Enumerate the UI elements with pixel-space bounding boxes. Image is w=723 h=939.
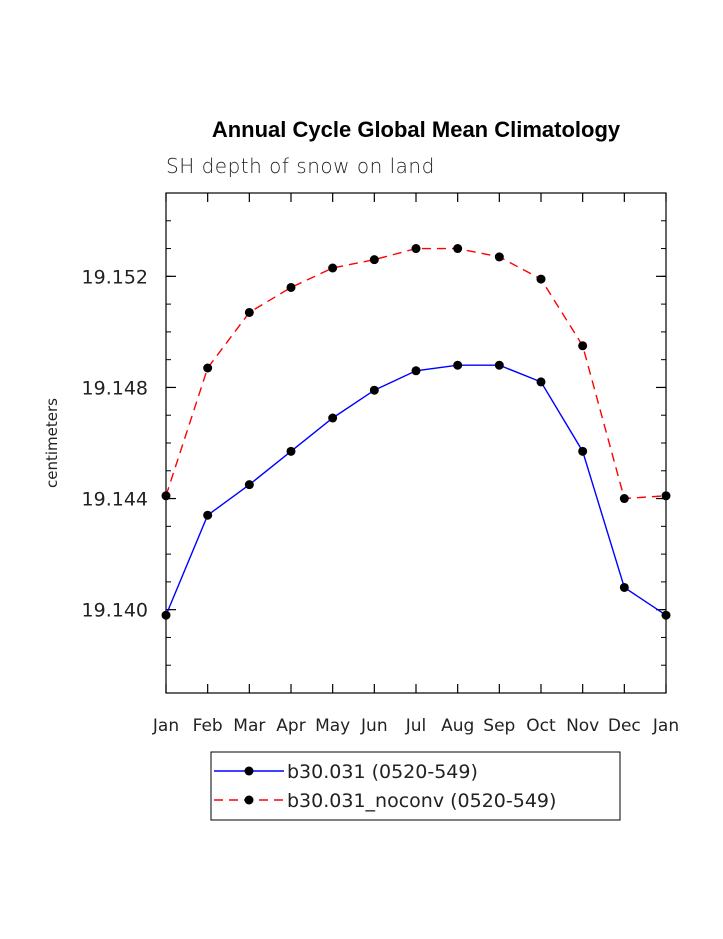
series-1-point [578,446,588,456]
series-2-point [369,255,379,265]
y-tick-label: 19.148 [82,377,148,399]
legend-marker-2 [244,795,254,805]
series-1-point [244,480,254,490]
x-tick-label: Dec [608,716,641,736]
legend-marker-1 [244,766,254,776]
plot-frame [165,192,667,694]
series-2-point [411,244,421,254]
series-2-point [203,363,213,373]
legend-label-1: b30.031 (0520-549) [287,761,478,783]
x-tick-label: Jun [360,716,388,736]
x-tick-label: Aug [441,716,474,736]
y-tick-label: 19.140 [82,600,148,622]
x-tick-label: Jul [405,716,427,736]
series-2-point [536,274,546,284]
series-2-point [161,491,171,501]
x-tick-label: Nov [566,716,599,736]
series-1-point [453,360,463,370]
series-2-point [661,491,671,501]
legend-label-2: b30.031_noconv (0520-549) [287,790,556,812]
series-1-point [411,366,421,376]
y-tick-label: 19.152 [82,266,148,288]
series-2-point [619,494,629,504]
series-1-point [661,610,671,620]
series-1-point [203,510,213,520]
y-tick-label: 19.144 [82,489,148,511]
chart-title: Annual Cycle Global Mean Climatology [212,117,621,142]
series-2-point [244,307,254,317]
x-tick-label: May [315,716,350,736]
series-2-point [494,252,504,262]
series-2-point [453,244,463,254]
plot-layer: Jan Feb Mar Apr May Jun Jul Aug Sep Oct Nov Dec Jan 1… [82,192,679,821]
x-tick-label: Mar [233,716,265,736]
y-axis-label: centimeters [43,398,61,488]
series-1-point [619,582,629,592]
x-tick-label: Jan [152,716,179,736]
legend-box [210,751,621,821]
x-tick-label: Sep [483,716,515,736]
x-tick-label: Jan [652,716,679,736]
x-tick-label: Feb [193,716,223,736]
series-1-point [369,385,379,395]
series-1-point [328,413,338,423]
series-line-1 [165,364,667,616]
series-2-point [328,263,338,273]
series-1-point [536,377,546,387]
series-2-point [578,341,588,351]
series-2-point [286,282,296,292]
chart-subtitle: SH depth of snow on land [166,154,435,178]
x-tick-label: Oct [526,716,556,736]
series-1-point [161,610,171,620]
x-tick-label: Apr [276,716,305,736]
series-1-point [286,446,296,456]
series-1-point [494,360,504,370]
